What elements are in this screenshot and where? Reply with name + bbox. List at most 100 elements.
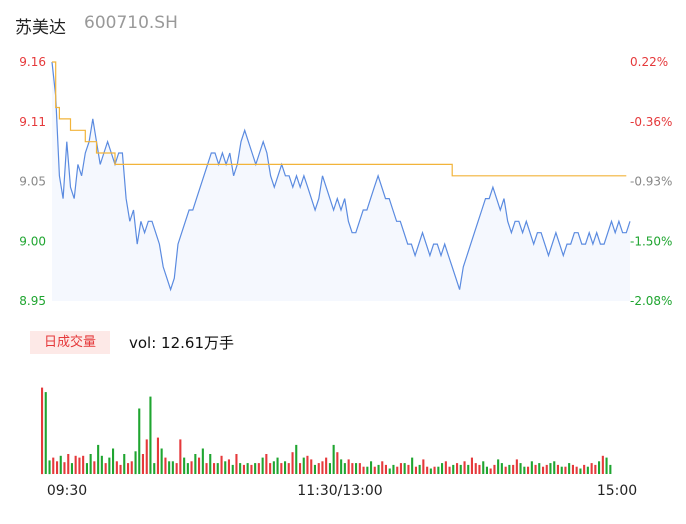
volume-bar — [112, 448, 115, 474]
y-tick-label-right: 0.22% — [630, 55, 668, 69]
volume-bar — [138, 408, 141, 474]
volume-bar — [538, 463, 541, 474]
volume-bar — [74, 455, 77, 474]
volume-bar — [418, 464, 421, 474]
volume-bar — [340, 459, 343, 474]
volume-bar — [463, 461, 466, 474]
volume-bar — [295, 444, 298, 474]
volume-bar — [474, 463, 477, 474]
x-tick-label: 11:30/13:00 — [297, 483, 382, 499]
price-line — [51, 61, 631, 292]
volume-bar — [444, 461, 447, 474]
volume-bar — [130, 461, 133, 474]
volume-bar — [497, 459, 500, 474]
volume-bar — [325, 457, 328, 474]
volume-bar — [452, 464, 455, 474]
volume-bar — [441, 463, 444, 474]
volume-bar — [299, 463, 302, 474]
volume-bar — [403, 463, 406, 474]
volume-bar — [500, 463, 503, 474]
volume-bar — [519, 463, 522, 474]
volume-bar — [336, 452, 339, 474]
volume-bar — [512, 464, 515, 474]
volume-bar — [227, 459, 230, 474]
volume-bar — [515, 459, 518, 474]
volume-bar — [343, 463, 346, 474]
volume-bar — [332, 444, 335, 474]
volume-bar — [205, 463, 208, 474]
volume-bar — [85, 463, 88, 474]
volume-bar — [328, 463, 331, 474]
volume-bar — [213, 463, 216, 474]
volume-bar — [156, 437, 159, 474]
volume-bar — [545, 464, 548, 474]
volume-bar — [265, 454, 268, 474]
volume-bar — [276, 457, 279, 474]
volume-bar — [527, 466, 530, 474]
volume-bar — [108, 457, 111, 474]
average-price-line — [52, 61, 627, 177]
volume-bar — [560, 466, 563, 474]
volume-bar — [586, 466, 589, 474]
volume-bar — [284, 461, 287, 474]
volume-bar — [78, 457, 81, 474]
volume-bar — [41, 387, 44, 475]
volume-bar — [542, 466, 545, 474]
volume-bar — [183, 457, 186, 474]
volume-bar — [564, 466, 567, 474]
volume-bar — [291, 452, 294, 474]
volume-bar — [175, 463, 178, 474]
volume-bar — [224, 461, 227, 474]
volume-bar — [59, 455, 62, 474]
y-tick-label-right: -2.08% — [630, 294, 672, 308]
y-tick-label-right: -0.36% — [630, 115, 672, 129]
volume-bar — [459, 464, 462, 474]
volume-bar — [414, 466, 417, 474]
volume-bar — [530, 461, 533, 474]
volume-bar — [89, 454, 92, 474]
volume-bar — [186, 463, 189, 474]
stock-code: 600710.SH — [84, 13, 178, 33]
volume-bar — [523, 466, 526, 474]
y-tick-label-left: 9.11 — [19, 115, 46, 129]
x-tick-label: 09:30 — [47, 483, 87, 499]
volume-bar — [44, 392, 47, 474]
volume-bar — [553, 461, 556, 474]
volume-bar — [493, 464, 496, 474]
volume-bar — [52, 457, 55, 474]
volume-bar — [119, 464, 122, 474]
volume-bar — [250, 464, 253, 474]
volume-bar — [598, 461, 601, 474]
volume-bar — [70, 463, 73, 474]
volume-bar — [482, 461, 485, 474]
volume-bar — [373, 466, 376, 474]
volume-bar — [56, 461, 59, 474]
volume-bar — [384, 464, 387, 474]
volume-bar — [272, 461, 275, 474]
volume-bar — [216, 463, 219, 474]
volume-bar — [388, 468, 391, 474]
daily-volume-badge[interactable]: 日成交量 — [30, 331, 110, 354]
volume-bar — [313, 464, 316, 474]
y-tick-label-left: 8.95 — [19, 294, 46, 308]
volume-bar — [321, 461, 324, 474]
volume-bar — [48, 460, 51, 475]
volume-bar — [377, 464, 380, 474]
volume-bar — [429, 468, 432, 474]
volume-bar — [310, 459, 313, 474]
volume-bar — [93, 461, 96, 474]
volume-bar — [269, 463, 272, 474]
volume-bar — [355, 463, 358, 474]
volume-bar — [601, 455, 604, 474]
y-tick-label-left: 9.16 — [19, 55, 46, 69]
volume-bar — [470, 457, 473, 474]
volume-bar — [556, 464, 559, 474]
volume-bar — [485, 466, 488, 474]
volume-bar — [594, 464, 597, 474]
volume-bar — [317, 463, 320, 474]
volume-bar — [411, 457, 414, 474]
volume-bar — [396, 466, 399, 474]
volume-bar — [63, 462, 66, 474]
volume-bar — [347, 459, 350, 474]
x-tick-label: 15:00 — [597, 483, 637, 499]
